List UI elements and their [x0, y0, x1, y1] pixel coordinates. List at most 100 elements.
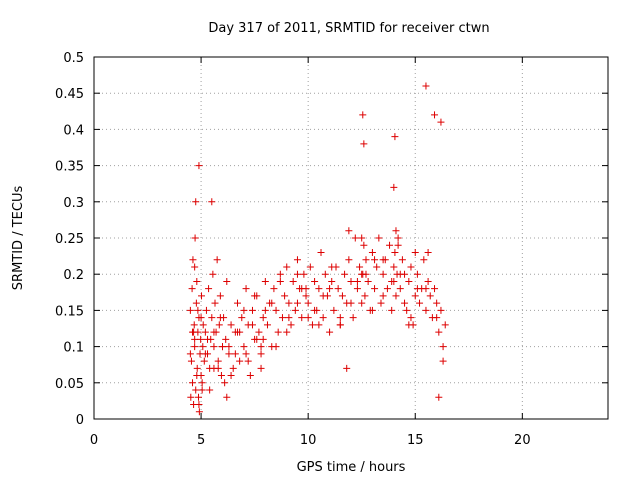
data-point — [188, 285, 196, 293]
data-point — [223, 393, 231, 401]
data-point — [321, 270, 329, 278]
y-tick-label: 0.2 — [63, 268, 84, 283]
data-point — [278, 314, 286, 322]
data-point — [197, 314, 205, 322]
data-point — [362, 256, 370, 264]
data-point — [186, 350, 194, 358]
data-point — [211, 299, 219, 307]
data-point — [422, 306, 430, 314]
data-point — [431, 285, 439, 293]
data-point — [221, 379, 229, 387]
data-point — [401, 299, 409, 307]
data-point — [225, 343, 233, 351]
data-point — [231, 350, 239, 358]
data-point — [392, 292, 400, 300]
data-point — [433, 299, 441, 307]
data-point — [308, 321, 316, 329]
data-points — [186, 82, 449, 416]
data-point — [272, 343, 280, 351]
data-point — [257, 343, 265, 351]
y-axis-label: SRMTID / TECUs — [11, 186, 26, 291]
data-point — [259, 314, 267, 322]
data-point — [193, 364, 201, 372]
data-point — [375, 234, 383, 242]
data-point — [420, 256, 428, 264]
x-tick-label: 15 — [407, 433, 424, 448]
data-point — [315, 285, 323, 293]
data-point — [189, 256, 197, 264]
data-point — [424, 248, 432, 256]
data-point — [403, 306, 411, 314]
y-tick-label: 0.1 — [63, 341, 84, 356]
data-point — [293, 256, 301, 264]
data-point — [391, 248, 399, 256]
data-point — [240, 306, 248, 314]
data-point — [398, 256, 406, 264]
data-point — [276, 270, 284, 278]
x-tick-label: 5 — [197, 433, 205, 448]
y-tick-label: 0.05 — [55, 377, 84, 392]
data-point — [214, 357, 222, 365]
data-point — [330, 306, 338, 314]
data-point — [334, 285, 342, 293]
x-axis-label: GPS time / hours — [297, 460, 406, 475]
data-point — [219, 343, 226, 351]
data-point — [283, 328, 291, 336]
data-point — [311, 306, 319, 314]
data-point — [319, 292, 327, 300]
data-point — [213, 256, 221, 264]
data-point — [204, 335, 212, 343]
data-point — [194, 306, 202, 314]
data-point — [227, 372, 235, 380]
x-tick-label: 10 — [300, 433, 317, 448]
data-point — [227, 321, 235, 329]
data-point — [326, 328, 334, 336]
data-point — [285, 314, 293, 322]
data-point — [302, 292, 310, 300]
data-point — [193, 277, 201, 285]
data-point — [197, 335, 205, 343]
data-point — [242, 285, 250, 293]
data-point — [285, 299, 293, 307]
data-point — [251, 292, 259, 300]
data-point — [422, 285, 430, 293]
data-point — [368, 248, 376, 256]
data-point — [416, 299, 424, 307]
data-point — [431, 111, 439, 119]
data-point — [229, 364, 237, 372]
data-point — [361, 292, 369, 300]
data-point — [253, 335, 261, 343]
y-tick-label: 0.5 — [63, 51, 84, 66]
plot-frame — [93, 56, 609, 420]
data-point — [411, 292, 419, 300]
data-point — [198, 292, 206, 300]
data-point — [349, 314, 357, 322]
data-point — [353, 277, 361, 285]
data-point — [437, 306, 445, 314]
data-point — [391, 133, 399, 141]
grid-lines — [94, 57, 608, 419]
data-point — [338, 292, 346, 300]
y-tick-label: 0.45 — [55, 87, 84, 102]
data-point — [396, 270, 404, 278]
data-point — [413, 285, 421, 293]
data-point — [225, 350, 233, 358]
data-point — [435, 328, 443, 336]
data-point — [347, 299, 355, 307]
data-point — [328, 263, 336, 271]
data-point — [345, 227, 353, 235]
data-point — [244, 357, 252, 365]
data-point — [368, 306, 376, 314]
data-point — [189, 379, 197, 387]
data-point — [272, 306, 280, 314]
data-point — [293, 270, 301, 278]
data-point — [411, 248, 419, 256]
data-point — [186, 306, 194, 314]
data-point — [208, 198, 216, 206]
data-point — [276, 277, 284, 285]
data-point — [240, 343, 248, 351]
data-point — [195, 408, 203, 416]
data-point — [433, 314, 441, 322]
data-point — [396, 285, 404, 293]
data-point — [206, 386, 214, 394]
